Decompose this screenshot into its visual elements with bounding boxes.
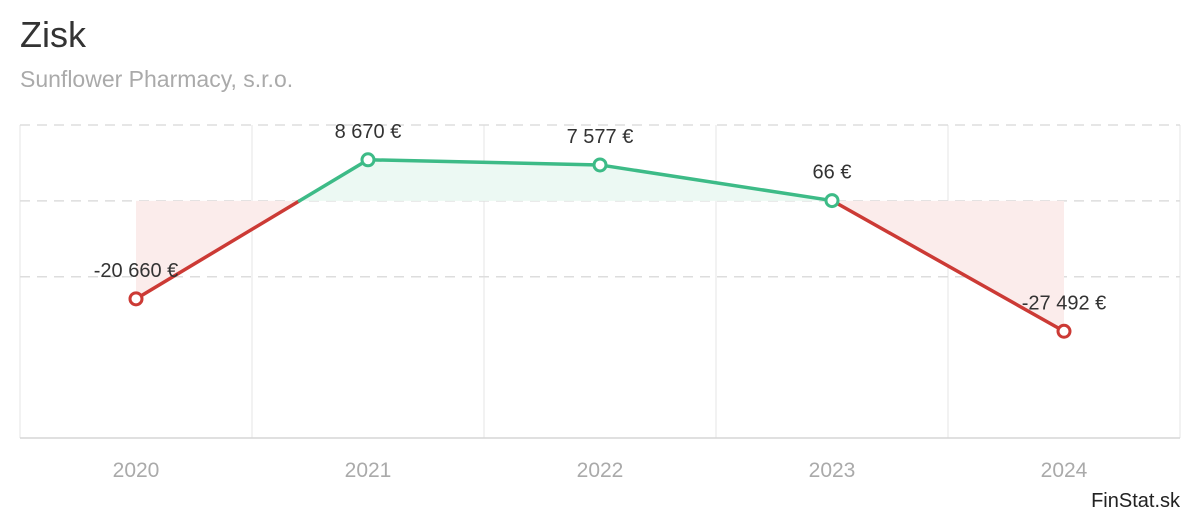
data-label-2024: -27 492 € bbox=[1022, 292, 1107, 314]
data-label-2022: 7 577 € bbox=[567, 126, 634, 148]
line-segment-positive bbox=[598, 163, 834, 203]
data-point-2023 bbox=[824, 193, 840, 209]
data-point-2020 bbox=[128, 291, 144, 307]
line-segment-positive bbox=[366, 158, 602, 167]
x-tick-label-2020: 2020 bbox=[113, 459, 160, 482]
chart-subtitle: Sunflower Pharmacy, s.r.o. bbox=[20, 66, 294, 92]
data-point-2024 bbox=[1056, 323, 1072, 339]
x-tick-label-2024: 2024 bbox=[1041, 459, 1088, 482]
data-label-2020: -20 660 € bbox=[94, 260, 179, 282]
x-tick-label-2023: 2023 bbox=[809, 459, 856, 482]
x-tick-label-2021: 2021 bbox=[345, 459, 392, 482]
line-segment-positive bbox=[297, 158, 370, 203]
data-label-2023: 66 € bbox=[813, 162, 852, 184]
x-tick-label-2022: 2022 bbox=[577, 459, 624, 482]
data-point-2022 bbox=[592, 157, 608, 173]
data-label-2021: 8 670 € bbox=[335, 121, 402, 143]
chart-title: Zisk bbox=[20, 14, 86, 55]
finstat-credit[interactable]: FinStat.sk bbox=[1091, 490, 1180, 512]
line-segment-negative bbox=[830, 199, 1066, 334]
line-segment-negative bbox=[134, 199, 302, 301]
data-point-2021 bbox=[360, 152, 376, 168]
area-fill-positive bbox=[368, 159, 600, 201]
